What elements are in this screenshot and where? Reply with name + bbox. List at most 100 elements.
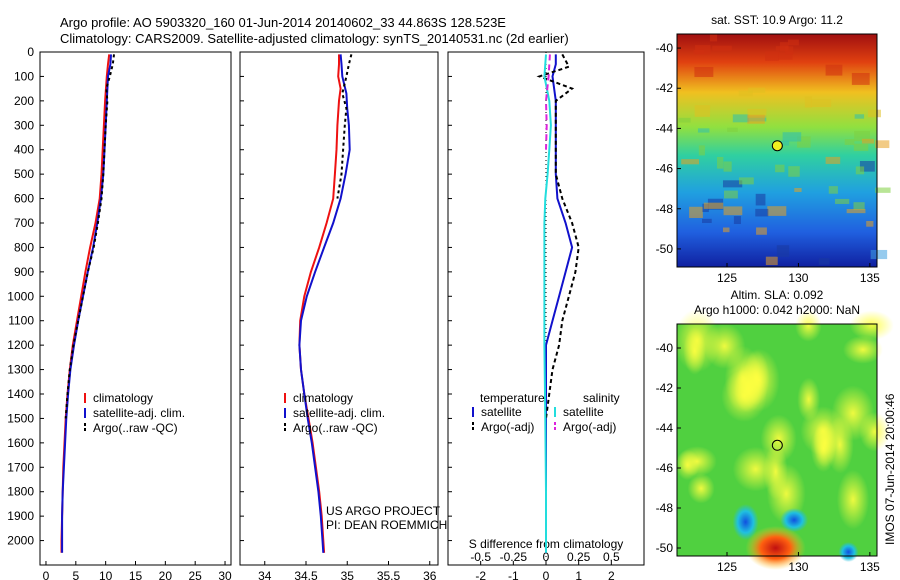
sla-anomaly	[763, 443, 788, 500]
x-tick-label: 25	[189, 569, 203, 580]
sst-texture	[722, 180, 743, 188]
x-tick-label: 34.5	[294, 569, 318, 580]
sst-texture	[854, 114, 865, 119]
legend-group-temperature: temperature	[480, 391, 545, 405]
sst-texture	[724, 190, 738, 199]
sst-texture	[767, 206, 787, 216]
y-tick-label: 900	[14, 265, 34, 279]
sst-texture	[854, 130, 871, 142]
legend-label: satellite	[563, 405, 604, 419]
sst-texture	[825, 156, 841, 164]
sst-texture	[709, 34, 718, 42]
sst-texture	[828, 186, 838, 194]
map-y-tick-label: -40	[656, 341, 674, 355]
sst-texture	[811, 99, 832, 107]
sst-texture	[765, 256, 778, 266]
sst-texture	[851, 72, 870, 85]
series-line-argo-adj-	[536, 53, 580, 419]
sst-texture	[698, 145, 705, 156]
sla-anomaly	[675, 449, 700, 481]
sla-anomaly	[703, 323, 746, 369]
sst-texture	[804, 96, 812, 108]
x-tick-label: 36	[423, 569, 437, 580]
sst-texture	[694, 66, 714, 78]
sst-texture	[723, 161, 732, 172]
legend-label: satellite-adj. clim.	[93, 406, 185, 420]
map-frame	[676, 323, 878, 557]
legend-label: satellite	[481, 405, 522, 419]
sla-anomaly-low	[838, 542, 859, 562]
y-tick-label: 500	[14, 167, 34, 181]
legend-label: satellite-adj. clim.	[293, 406, 385, 420]
sla-anomaly	[836, 469, 870, 530]
salinity-panel: 3434.53535.536salinityclimatologysatelli…	[239, 51, 447, 580]
sst-texture	[756, 227, 767, 235]
sst-texture	[748, 87, 766, 93]
y-tick-label: 1100	[8, 314, 34, 328]
sst-texture	[868, 109, 881, 118]
series-line-argo-raw-qc-	[64, 54, 115, 419]
y-tick-label: 1900	[7, 509, 34, 523]
series-line-argo-adj-	[544, 54, 551, 150]
argo-position-marker	[771, 439, 783, 451]
sst-texture	[835, 198, 850, 204]
series-line-argo-raw-qc-	[336, 54, 353, 199]
sst-texture	[818, 258, 830, 265]
sst-texture	[875, 187, 891, 193]
map-x-tick-label: 130	[788, 560, 808, 574]
sst-texture	[727, 127, 738, 132]
x-tick-label: 34	[258, 569, 272, 580]
x-tick-label: 0	[543, 569, 550, 580]
sst-texture	[717, 156, 724, 169]
sla-map-subtitle: Argo h1000: 0.042 h2000: NaN	[694, 303, 860, 317]
sst-texture	[694, 105, 711, 117]
legend-label: Argo(-adj)	[563, 420, 616, 434]
sst-texture	[723, 206, 743, 216]
y-tick-label: 400	[14, 143, 34, 157]
project-annotation: US ARGO PROJECT	[326, 504, 441, 518]
sst-texture	[755, 193, 766, 206]
sst-texture	[738, 90, 753, 97]
axes-frame	[39, 51, 232, 566]
sst-texture	[859, 161, 875, 172]
sst-texture	[747, 108, 767, 118]
temperature-panel: 0100200300400500600700800900100011001200…	[7, 45, 232, 580]
y-tick-label: 600	[14, 192, 34, 206]
sla-anomaly	[842, 335, 883, 364]
y-tick-label: 100	[14, 69, 34, 83]
y-tick-label: 700	[14, 216, 34, 230]
sst-texture	[844, 139, 855, 145]
y-tick-label: 1700	[7, 460, 34, 474]
map-x-tick-label: 125	[717, 271, 737, 285]
map-y-tick-label: -48	[656, 202, 674, 216]
map-y-tick-label: -42	[656, 81, 674, 95]
sst-texture	[870, 249, 888, 260]
sst-texture	[693, 49, 704, 55]
sst-texture	[787, 39, 799, 46]
legend-group-salinity: salinity	[583, 391, 620, 405]
sst-texture	[697, 128, 710, 133]
map-y-tick-label: -46	[656, 461, 674, 475]
x2-tick-label: -0.5	[470, 550, 491, 564]
y-tick-label: 200	[14, 94, 34, 108]
sst-texture	[785, 46, 794, 55]
y-tick-label: 0	[27, 45, 34, 59]
sst-texture	[703, 202, 724, 209]
x2-tick-label: -0.25	[500, 550, 528, 564]
sla-anomaly	[734, 364, 763, 413]
sst-texture	[861, 138, 875, 144]
sst-texture	[853, 202, 865, 210]
sst-texture	[733, 216, 741, 225]
sla-anomaly	[687, 473, 715, 504]
legend-label: climatology	[293, 391, 353, 405]
x-tick-label: 35.5	[377, 569, 401, 580]
map-y-tick-label: -40	[656, 41, 674, 55]
sst-texture	[712, 45, 732, 51]
sla-anomaly	[826, 416, 854, 474]
sla-anomaly	[859, 411, 890, 452]
x2-tick-label: 0.25	[567, 550, 591, 564]
x2-tick-label: 0.5	[603, 550, 620, 564]
sst-texture	[678, 117, 691, 123]
